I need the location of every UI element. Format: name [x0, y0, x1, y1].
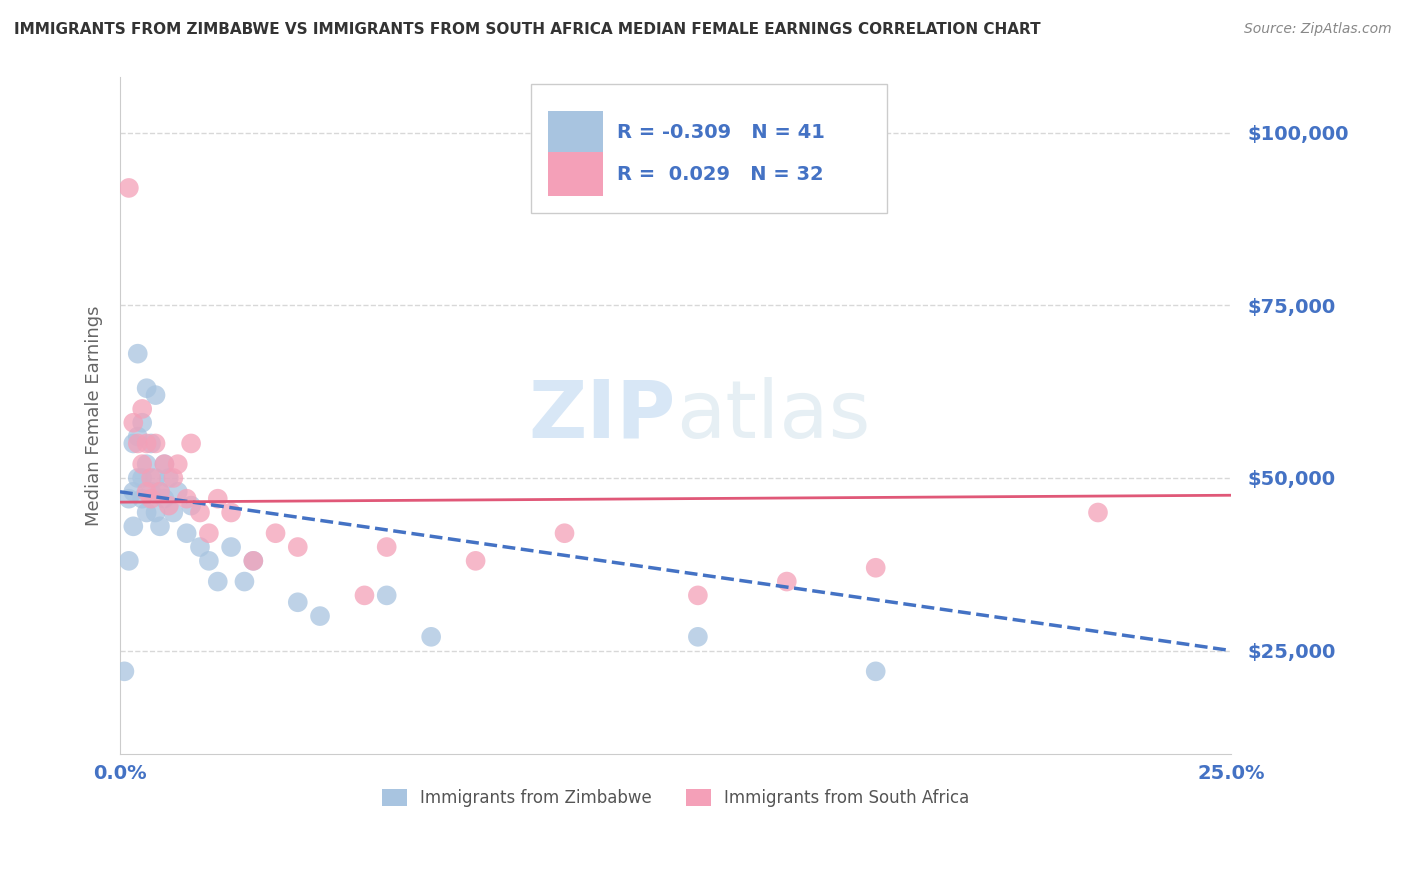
- Point: [131, 471, 153, 485]
- Point: [149, 484, 172, 499]
- Point: [127, 471, 149, 485]
- Point: [135, 436, 157, 450]
- Point: [865, 665, 887, 679]
- Point: [135, 457, 157, 471]
- FancyBboxPatch shape: [531, 84, 887, 213]
- Point: [166, 484, 188, 499]
- Point: [149, 519, 172, 533]
- Point: [686, 630, 709, 644]
- Point: [375, 540, 398, 554]
- Point: [153, 457, 176, 471]
- Point: [287, 595, 309, 609]
- Point: [135, 506, 157, 520]
- Point: [135, 381, 157, 395]
- Text: ZIP: ZIP: [529, 376, 676, 455]
- Point: [153, 491, 176, 506]
- Text: R =  0.029   N = 32: R = 0.029 N = 32: [617, 165, 824, 184]
- Point: [127, 436, 149, 450]
- Point: [145, 436, 167, 450]
- Point: [554, 526, 576, 541]
- Point: [464, 554, 486, 568]
- Point: [122, 519, 145, 533]
- Point: [162, 471, 184, 485]
- Point: [776, 574, 799, 589]
- Point: [118, 554, 141, 568]
- Point: [207, 574, 229, 589]
- Point: [145, 471, 167, 485]
- Point: [131, 457, 153, 471]
- Point: [188, 540, 211, 554]
- Point: [157, 471, 180, 485]
- Point: [166, 457, 188, 471]
- Point: [139, 471, 162, 485]
- Point: [219, 506, 242, 520]
- Point: [188, 506, 211, 520]
- Point: [139, 491, 162, 506]
- Point: [219, 540, 242, 554]
- Point: [162, 506, 184, 520]
- Point: [198, 554, 221, 568]
- Point: [112, 665, 135, 679]
- Point: [375, 588, 398, 602]
- Point: [135, 484, 157, 499]
- Point: [149, 484, 172, 499]
- Point: [122, 436, 145, 450]
- Point: [1087, 506, 1109, 520]
- Point: [233, 574, 256, 589]
- Legend: Immigrants from Zimbabwe, Immigrants from South Africa: Immigrants from Zimbabwe, Immigrants fro…: [375, 782, 976, 814]
- Point: [157, 499, 180, 513]
- Point: [865, 560, 887, 574]
- Text: IMMIGRANTS FROM ZIMBABWE VS IMMIGRANTS FROM SOUTH AFRICA MEDIAN FEMALE EARNINGS : IMMIGRANTS FROM ZIMBABWE VS IMMIGRANTS F…: [14, 22, 1040, 37]
- Point: [145, 388, 167, 402]
- Point: [127, 429, 149, 443]
- Point: [287, 540, 309, 554]
- Point: [131, 401, 153, 416]
- Point: [686, 588, 709, 602]
- Point: [309, 609, 332, 624]
- Point: [176, 526, 198, 541]
- Text: Source: ZipAtlas.com: Source: ZipAtlas.com: [1244, 22, 1392, 37]
- Point: [180, 499, 202, 513]
- Point: [122, 484, 145, 499]
- Point: [153, 457, 176, 471]
- FancyBboxPatch shape: [548, 112, 603, 155]
- Point: [242, 554, 264, 568]
- Point: [131, 491, 153, 506]
- Point: [176, 491, 198, 506]
- Text: atlas: atlas: [676, 376, 870, 455]
- Text: R = -0.309   N = 41: R = -0.309 N = 41: [617, 123, 825, 143]
- Point: [207, 491, 229, 506]
- Point: [122, 416, 145, 430]
- Point: [145, 506, 167, 520]
- Point: [353, 588, 375, 602]
- Point: [242, 554, 264, 568]
- Point: [131, 416, 153, 430]
- Y-axis label: Median Female Earnings: Median Female Earnings: [86, 306, 103, 526]
- Point: [264, 526, 287, 541]
- Point: [127, 346, 149, 360]
- Point: [198, 526, 221, 541]
- Point: [139, 484, 162, 499]
- Point: [139, 436, 162, 450]
- Point: [118, 491, 141, 506]
- Point: [180, 436, 202, 450]
- Point: [420, 630, 443, 644]
- FancyBboxPatch shape: [548, 152, 603, 196]
- Point: [118, 181, 141, 195]
